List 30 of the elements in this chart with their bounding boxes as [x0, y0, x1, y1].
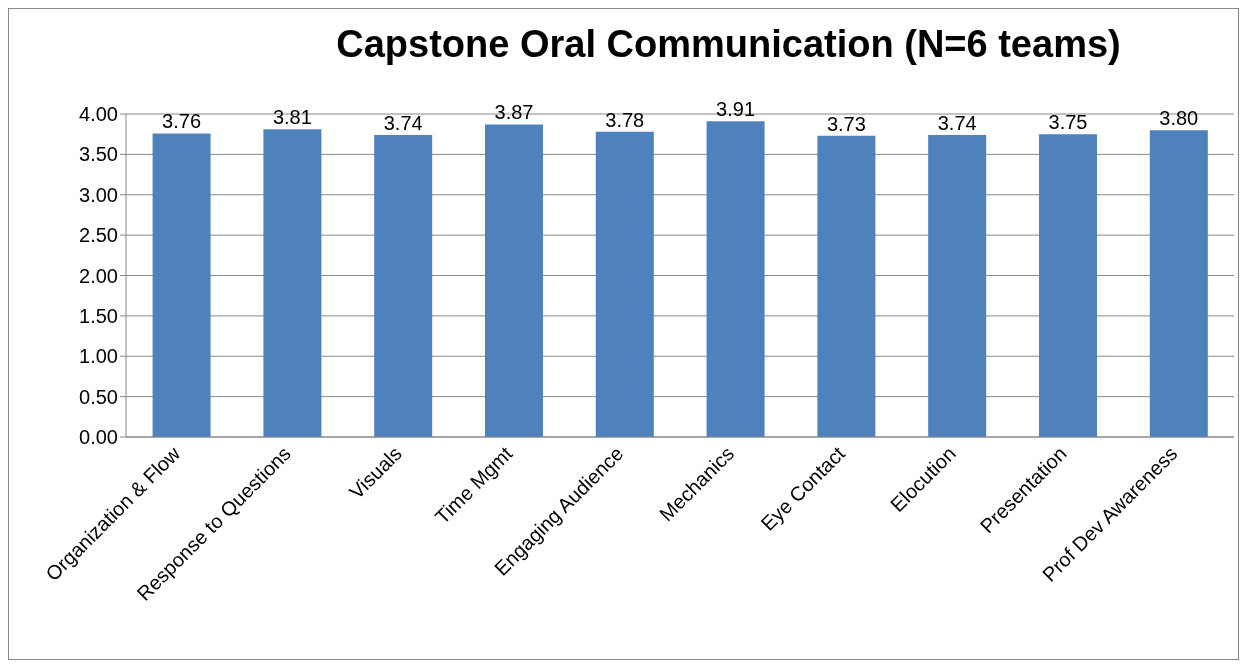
data-label: 3.74 [383, 112, 423, 134]
bar [595, 131, 654, 437]
data-label: 3.75 [1048, 111, 1088, 134]
data-label: 3.74 [937, 112, 977, 134]
bar [1149, 130, 1208, 437]
y-tick-label: 3.00 [79, 183, 118, 206]
bar [152, 133, 211, 437]
data-label: 3.91 [716, 98, 756, 121]
y-tick-label: 4.00 [79, 103, 118, 126]
data-label: 3.78 [605, 108, 645, 131]
bar [484, 124, 543, 437]
bar [928, 135, 987, 437]
bar [706, 121, 765, 437]
data-label: 3.81 [272, 106, 312, 129]
data-label: 3.76 [162, 110, 202, 133]
y-tick-label: 2.00 [79, 264, 118, 287]
y-tick-label: 0.50 [79, 385, 118, 408]
y-tick-label: 1.50 [79, 304, 118, 327]
bar [374, 135, 433, 437]
bar [817, 135, 876, 437]
bar [1038, 134, 1097, 437]
y-tick-label: 0.00 [79, 426, 118, 449]
bar [263, 129, 322, 437]
data-label: 3.87 [494, 101, 534, 124]
y-tick-label: 3.50 [79, 143, 118, 166]
data-label: 3.73 [826, 112, 866, 135]
chart-title: Capstone Oral Communication (N=6 teams) [335, 23, 1122, 66]
data-label: 3.80 [1159, 107, 1199, 130]
y-tick-label: 2.50 [79, 224, 118, 247]
y-tick-label: 1.00 [79, 345, 118, 368]
